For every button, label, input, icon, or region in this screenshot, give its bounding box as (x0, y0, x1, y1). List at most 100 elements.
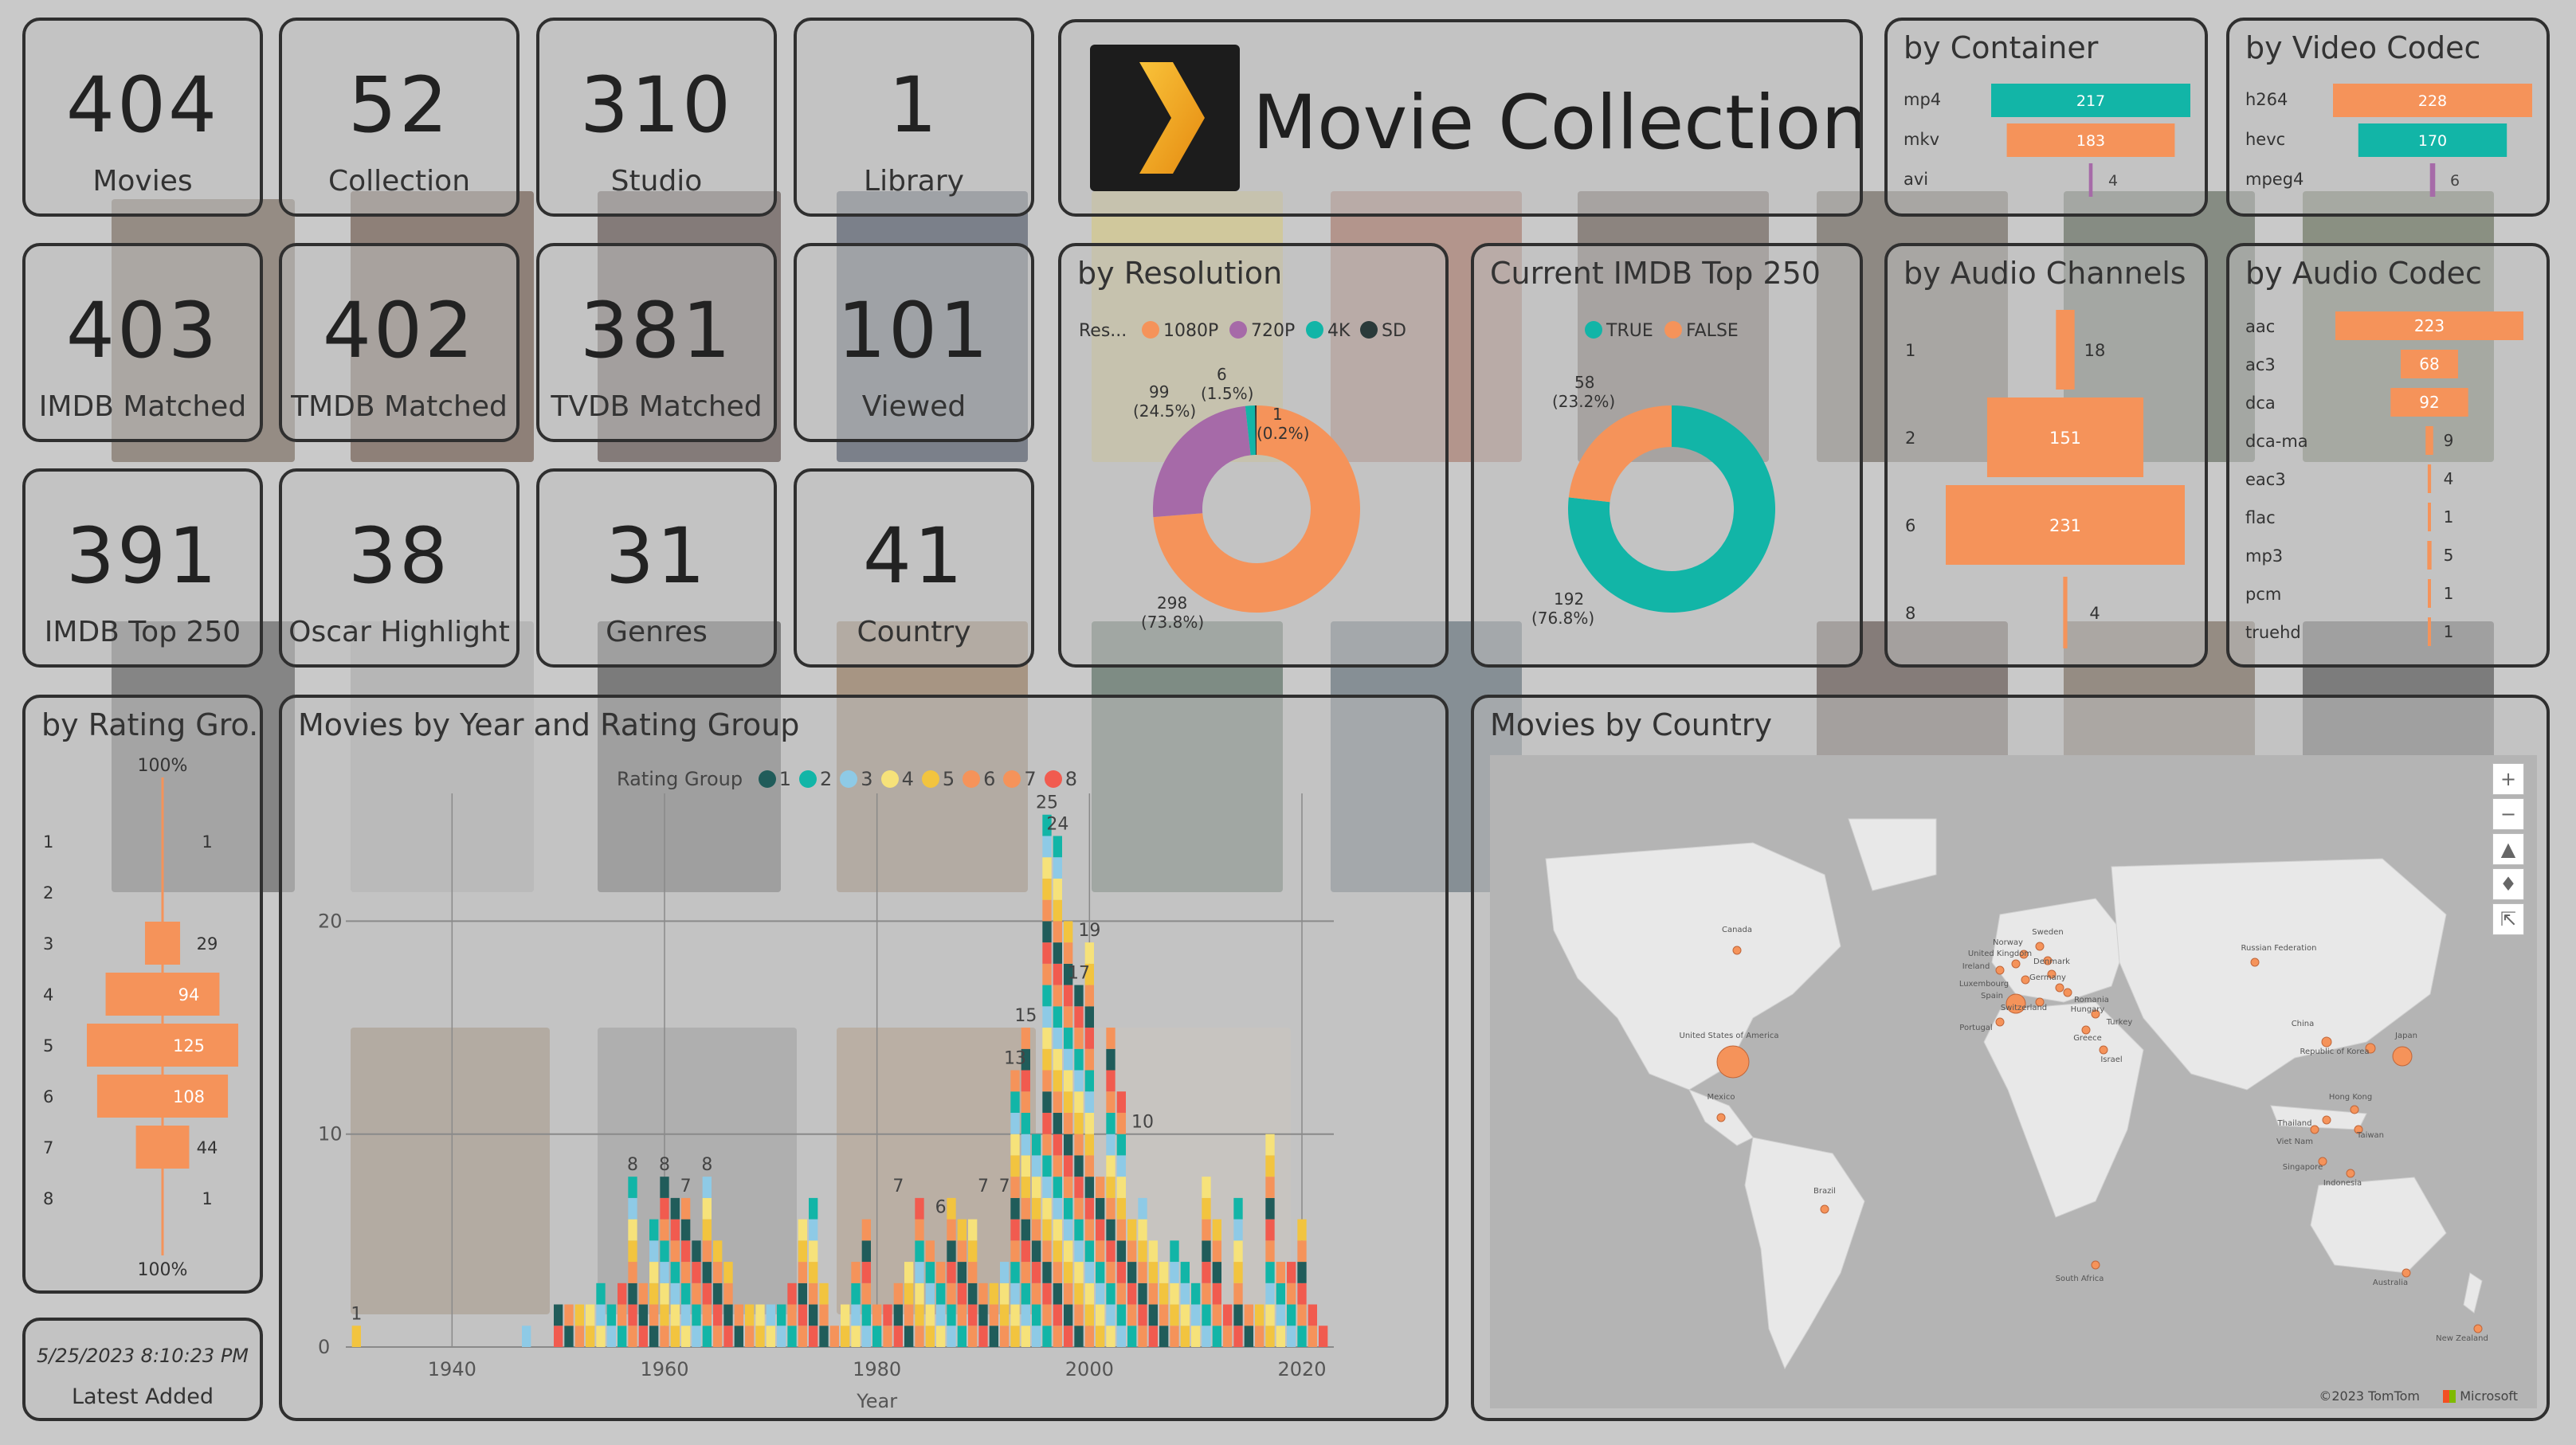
bar-segment (1148, 1262, 1158, 1283)
legend-item[interactable]: 4 (880, 768, 914, 790)
bar-segment (734, 1326, 743, 1347)
legend-item[interactable]: 2 (799, 768, 832, 790)
bar-segment (1032, 1262, 1041, 1283)
bar-segment (809, 1262, 818, 1283)
zoom-in-button[interactable]: + (2492, 763, 2524, 795)
legend-item[interactable]: 1 (758, 768, 791, 790)
category-label: dca (2245, 394, 2276, 413)
bar-segment (1000, 1326, 1010, 1347)
bar-segment (1042, 857, 1052, 879)
header-banner: Movie Collections (1058, 19, 1863, 217)
bar-segment (1106, 1112, 1115, 1134)
legend-item[interactable]: 5 (921, 768, 955, 790)
bar-segment (787, 1304, 797, 1326)
world-map[interactable]: Canada United States of America Mexico Braz… (1474, 698, 2550, 1421)
reset-view-button[interactable]: ⇱ (2492, 903, 2524, 935)
bar-segment (1106, 1177, 1115, 1198)
bar-segment (1042, 1282, 1052, 1305)
bar-segment (628, 1177, 637, 1198)
data-label: 1 (2444, 622, 2454, 641)
bar-segment (1053, 963, 1062, 985)
bar-segment (1287, 1304, 1296, 1326)
legend-item[interactable]: 8 (1044, 768, 1077, 790)
bar-segment (947, 1326, 956, 1347)
bar-segment (1074, 1177, 1084, 1198)
compass-button[interactable]: ♦ (2492, 868, 2524, 900)
bar-segment (1010, 1326, 1020, 1347)
bar-segment (1276, 1262, 1285, 1283)
bar-segment (947, 1262, 956, 1283)
bar-segment (755, 1326, 765, 1347)
legend-label: 7 (1024, 768, 1037, 790)
bar-segment (829, 1326, 839, 1347)
bar-segment (1053, 836, 1062, 858)
kpi-label: IMDB Matched (38, 390, 247, 423)
bar-segment (618, 1326, 627, 1347)
country-bubble (2099, 1045, 2108, 1055)
bar-segment (1064, 1112, 1073, 1134)
data-label: 7 (999, 1177, 1010, 1196)
chart-by-container: by Container mp4 217 mkv 183 avi 4 (1884, 18, 2208, 217)
bar-segment (1265, 1262, 1275, 1283)
kpi-label: Collection (327, 165, 471, 198)
bar-segment (968, 1304, 978, 1326)
bar-segment (1244, 1326, 1253, 1347)
country-bubble (2006, 993, 2026, 1014)
bar (87, 1024, 238, 1067)
bar-segment (1255, 1326, 1264, 1347)
zoom-out-button[interactable]: − (2492, 798, 2524, 830)
tilt-button[interactable]: ▲ (2492, 833, 2524, 865)
bar-segment (819, 1304, 829, 1326)
bar-segment (1053, 899, 1062, 922)
kpi-value: 52 (347, 61, 451, 150)
bar-segment (1053, 1197, 1062, 1220)
country-label: Turkey (2106, 1018, 2133, 1027)
bar-segment (1138, 1240, 1147, 1263)
country-label: Mexico (1708, 1093, 1735, 1102)
bar-segment (1212, 1262, 1221, 1283)
bar-segment (915, 1219, 924, 1241)
data-label: (0.2%) (1257, 424, 1309, 443)
bar-segment (1265, 1304, 1275, 1326)
bar-segment (1053, 985, 1062, 1007)
bar-segment (1116, 1326, 1126, 1347)
bar-segment (1096, 1219, 1105, 1241)
bar-segment (1010, 1177, 1020, 1198)
country-label: Australia (2373, 1279, 2408, 1287)
bar-segment (1053, 878, 1062, 900)
bar-segment (915, 1304, 924, 1326)
data-label: 8 (659, 1155, 670, 1175)
bar-segment (1021, 1282, 1030, 1305)
bar-segment (1042, 1134, 1052, 1156)
legend-item[interactable]: 6 (963, 768, 995, 790)
country-bubble (2473, 1324, 2483, 1333)
chart-title: by Resolution (1077, 256, 1283, 291)
category-label: 1 (43, 832, 53, 852)
legend-item[interactable]: 7 (1003, 768, 1037, 790)
bar-segment (1265, 1282, 1275, 1305)
funnel-top-label: 100% (138, 756, 188, 776)
country-label: New Zealand (2436, 1334, 2488, 1343)
data-label: 24 (1046, 814, 1068, 834)
legend-item[interactable]: 3 (840, 768, 873, 790)
bar-segment (1106, 1028, 1115, 1049)
bar-segment (1297, 1326, 1307, 1347)
bar-segment (713, 1282, 723, 1305)
country-label: Singapore (2283, 1163, 2323, 1172)
bar-segment (1276, 1326, 1285, 1347)
bar-segment (1064, 942, 1073, 964)
legend-dot (880, 770, 899, 788)
bar-segment (1084, 1282, 1094, 1305)
bar-segment (1180, 1282, 1190, 1305)
data-label: 9 (2444, 431, 2454, 450)
donut-slice (1245, 405, 1256, 456)
country-bubble (2043, 956, 2053, 965)
bar-segment (1297, 1304, 1307, 1326)
country-bubble (2047, 969, 2056, 979)
bar-segment (1096, 1197, 1105, 1220)
bar-segment (1021, 1091, 1030, 1113)
data-label: 151 (2049, 429, 2081, 448)
bar-segment (1084, 985, 1094, 1007)
country-label: Brazil (1813, 1187, 1836, 1196)
bar-segment (1084, 1219, 1094, 1241)
